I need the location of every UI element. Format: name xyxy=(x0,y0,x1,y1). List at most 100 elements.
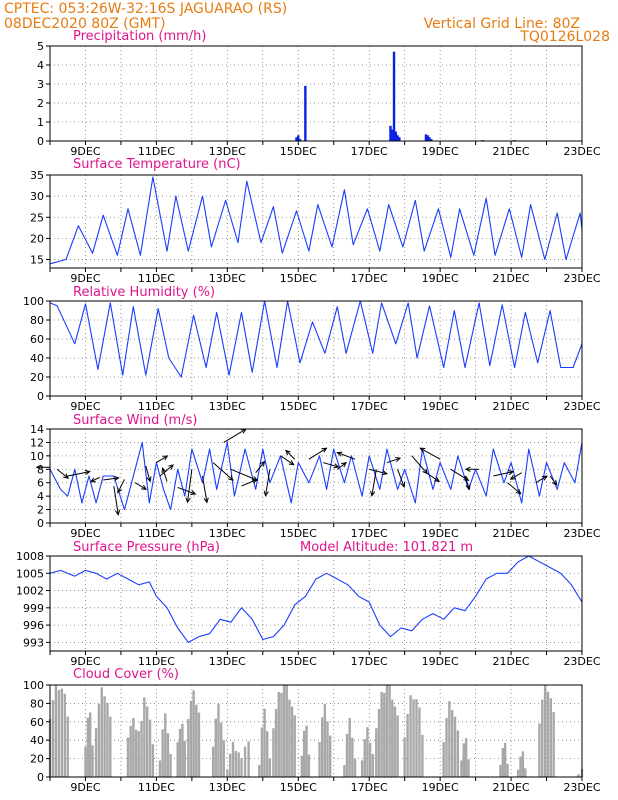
wind-arrowhead xyxy=(508,470,515,476)
cloud-bar xyxy=(132,717,135,777)
cloud-bar xyxy=(448,701,451,777)
y-tick-label: 2 xyxy=(37,97,44,110)
y-tick-label: 3 xyxy=(37,78,44,91)
cloud-bar xyxy=(214,718,218,777)
cloud-bar xyxy=(552,712,555,777)
y-tick-label: 2 xyxy=(37,504,44,517)
x-tick-label: 9DEC xyxy=(70,781,100,794)
wind-vector xyxy=(535,475,548,484)
cloud-bar xyxy=(385,685,389,777)
y-tick-label: 80 xyxy=(30,314,44,327)
cloud-bar xyxy=(60,688,64,777)
wind-vector xyxy=(56,468,69,479)
y-tick-label: 993 xyxy=(23,636,44,649)
x-tick-label: 9DEC xyxy=(70,272,100,285)
wind-arrowhead xyxy=(333,463,340,469)
wind-arrowhead xyxy=(114,509,121,516)
cloud-bar xyxy=(126,737,130,777)
wind-arrowhead xyxy=(141,484,148,490)
cloud-bar xyxy=(285,685,288,777)
series-line xyxy=(49,300,583,378)
x-tick-label: 15DEC xyxy=(280,781,317,794)
cloud-bar xyxy=(243,746,247,777)
precip-bar xyxy=(394,131,397,141)
x-tick-label: 19DEC xyxy=(422,655,459,668)
wind-vector xyxy=(371,469,377,496)
y-tick-label: 15 xyxy=(30,254,44,267)
cloud-bar xyxy=(521,751,525,777)
precip-bar xyxy=(391,129,394,141)
x-tick-label: 11DEC xyxy=(138,781,175,794)
cloud-bar xyxy=(94,728,98,777)
cloud-bar xyxy=(462,743,465,777)
cloud-bar xyxy=(305,725,308,777)
cloud-bar xyxy=(450,710,454,777)
cloud-bar xyxy=(226,769,229,777)
cloud-bar xyxy=(464,738,468,777)
cloud-bar xyxy=(321,717,324,777)
panel-title: Cloud Cover (%) xyxy=(73,667,179,682)
x-tick-label: 15DEC xyxy=(280,400,317,413)
panel-title: Surface Temperature (nC) xyxy=(73,157,241,172)
panel-title: Surface Pressure (hPa) xyxy=(73,540,220,555)
cloud-bar xyxy=(178,728,182,777)
y-tick-label: 1002 xyxy=(16,585,44,598)
wind-arrowhead xyxy=(263,490,269,497)
x-tick-label: 15DEC xyxy=(280,655,317,668)
x-tick-label: 17DEC xyxy=(351,527,388,540)
y-tick-label: 60 xyxy=(30,333,44,346)
wind-arrowhead xyxy=(395,457,402,463)
wind-vector xyxy=(493,471,514,477)
cloud-bar xyxy=(412,699,415,777)
x-tick-label: 17DEC xyxy=(351,781,388,794)
wind-arrowhead xyxy=(190,490,197,495)
wind-vector xyxy=(145,465,151,482)
cloud-bar xyxy=(360,760,364,777)
cloud-bar xyxy=(368,742,372,777)
y-tick-label: 0 xyxy=(37,135,44,148)
y-tick-label: 25 xyxy=(30,211,44,224)
cloud-bar xyxy=(219,722,223,777)
cloud-bar xyxy=(519,756,522,777)
wind-arrowhead xyxy=(341,462,348,468)
wind-vector xyxy=(90,476,100,483)
x-tick-label: 17DEC xyxy=(351,400,388,413)
wind-vector xyxy=(212,462,234,481)
wind-vector xyxy=(425,472,440,482)
cloud-bar xyxy=(192,690,195,777)
cloud-bar xyxy=(456,730,460,777)
cloud-bar xyxy=(140,720,143,777)
wind-vector xyxy=(103,477,119,481)
wind-vector xyxy=(280,455,295,466)
cloud-bar xyxy=(366,727,369,777)
plot-frame xyxy=(49,174,583,269)
wind-arrowhead xyxy=(370,490,376,497)
precip-bar xyxy=(297,135,300,141)
wind-vector xyxy=(285,450,296,460)
wind-arrowhead xyxy=(251,478,258,484)
wind-arrowhead xyxy=(419,447,426,453)
wind-vector xyxy=(265,469,271,496)
cloud-bar xyxy=(258,765,261,777)
wind-vector xyxy=(186,469,193,503)
wind-vector xyxy=(156,455,168,464)
wind-arrowhead xyxy=(285,449,291,456)
x-tick-label: 15DEC xyxy=(280,527,317,540)
wind-vector xyxy=(549,475,558,486)
x-tick-label: 21DEC xyxy=(493,655,530,668)
x-tick-label: 19DEC xyxy=(422,272,459,285)
cloud-bar xyxy=(383,692,386,777)
cloud-bar xyxy=(189,700,193,777)
cloud-bar xyxy=(106,702,109,777)
cloud-bar xyxy=(415,699,418,777)
cloud-bar xyxy=(418,707,421,777)
x-tick-label: 19DEC xyxy=(422,527,459,540)
cloud-bar xyxy=(323,704,327,777)
cloud-bar xyxy=(328,735,332,777)
cloud-bar xyxy=(211,746,215,777)
cloud-bar xyxy=(388,685,391,777)
wind-vector xyxy=(411,455,428,474)
cloud-bar xyxy=(100,687,103,777)
wind-vector xyxy=(159,464,174,477)
